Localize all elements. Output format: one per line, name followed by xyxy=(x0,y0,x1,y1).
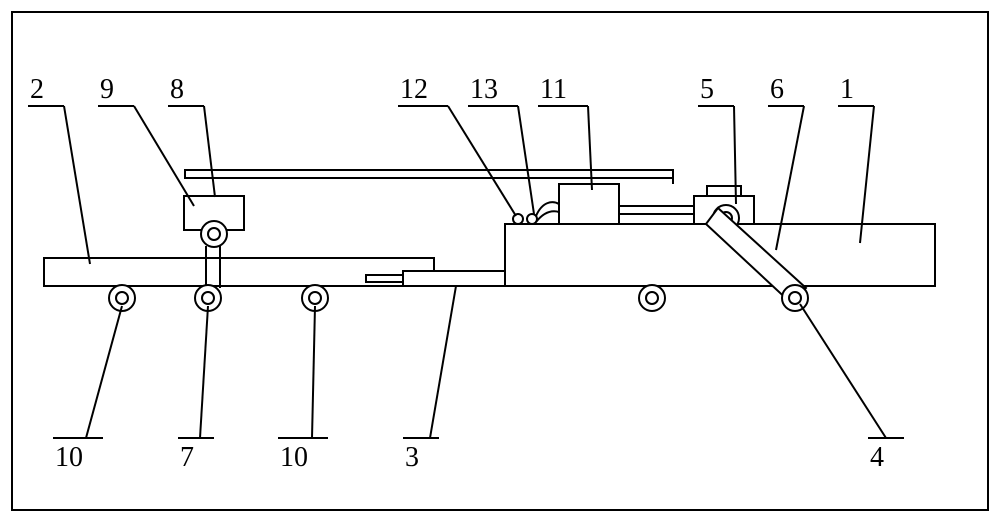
piston-rod xyxy=(366,275,403,282)
label-5: 5 xyxy=(700,74,714,105)
label-10b: 10 xyxy=(280,442,308,473)
ring-12 xyxy=(513,214,523,224)
pulley-9-inner xyxy=(208,228,220,240)
diagram-canvas: 2 9 8 12 13 11 5 6 1 xyxy=(0,0,1000,522)
label-2: 2 xyxy=(30,74,44,105)
label-11: 11 xyxy=(540,74,567,105)
label-10a: 10 xyxy=(55,442,83,473)
piston-body xyxy=(403,271,505,286)
block-11 xyxy=(559,184,619,224)
label-8: 8 xyxy=(170,74,184,105)
label-6: 6 xyxy=(770,74,784,105)
label-4: 4 xyxy=(870,442,884,473)
squiggle2 xyxy=(536,211,559,222)
label-7: 7 xyxy=(180,442,194,473)
squiggle xyxy=(536,202,559,216)
labels-bottom: 10 7 10 3 4 xyxy=(53,286,904,473)
label-9: 9 xyxy=(100,74,114,105)
long-rod xyxy=(185,170,673,178)
label-13: 13 xyxy=(470,74,498,105)
label-3: 3 xyxy=(405,442,419,473)
wheel-4 xyxy=(782,285,808,311)
label-1: 1 xyxy=(840,74,854,105)
wheel-r1 xyxy=(639,285,665,311)
label-12: 12 xyxy=(400,74,428,105)
